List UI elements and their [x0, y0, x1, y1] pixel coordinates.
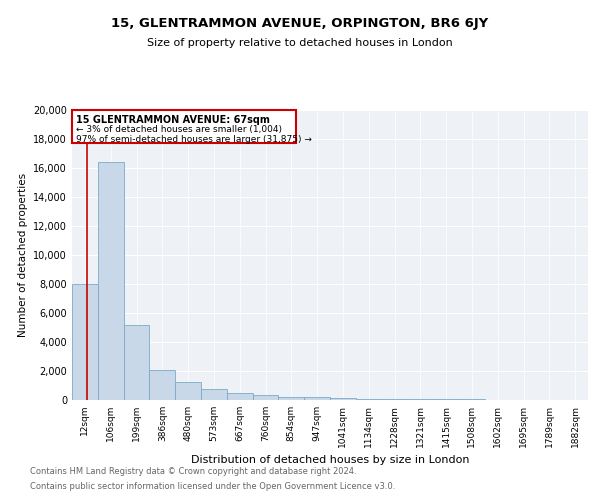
Bar — [124, 324, 149, 400]
Bar — [175, 382, 201, 400]
FancyBboxPatch shape — [72, 110, 296, 144]
Bar — [72, 284, 98, 400]
Bar — [98, 162, 124, 400]
Text: Size of property relative to detached houses in London: Size of property relative to detached ho… — [147, 38, 453, 48]
Text: 97% of semi-detached houses are larger (31,875) →: 97% of semi-detached houses are larger (… — [76, 134, 312, 143]
Y-axis label: Number of detached properties: Number of detached properties — [18, 173, 28, 337]
Bar — [382, 399, 407, 400]
Bar — [149, 370, 175, 400]
Text: 15 GLENTRAMMON AVENUE: 67sqm: 15 GLENTRAMMON AVENUE: 67sqm — [76, 115, 270, 125]
Text: Contains HM Land Registry data © Crown copyright and database right 2024.: Contains HM Land Registry data © Crown c… — [30, 467, 356, 476]
Bar — [227, 393, 253, 400]
Text: Contains public sector information licensed under the Open Government Licence v3: Contains public sector information licen… — [30, 482, 395, 491]
Bar — [278, 396, 304, 400]
Bar — [330, 398, 356, 400]
Bar — [201, 389, 227, 400]
Text: ← 3% of detached houses are smaller (1,004): ← 3% of detached houses are smaller (1,0… — [76, 125, 282, 134]
Bar — [253, 395, 278, 400]
Bar — [356, 398, 382, 400]
Bar — [407, 399, 433, 400]
X-axis label: Distribution of detached houses by size in London: Distribution of detached houses by size … — [191, 456, 469, 466]
Text: 15, GLENTRAMMON AVENUE, ORPINGTON, BR6 6JY: 15, GLENTRAMMON AVENUE, ORPINGTON, BR6 6… — [112, 18, 488, 30]
Bar — [304, 398, 330, 400]
